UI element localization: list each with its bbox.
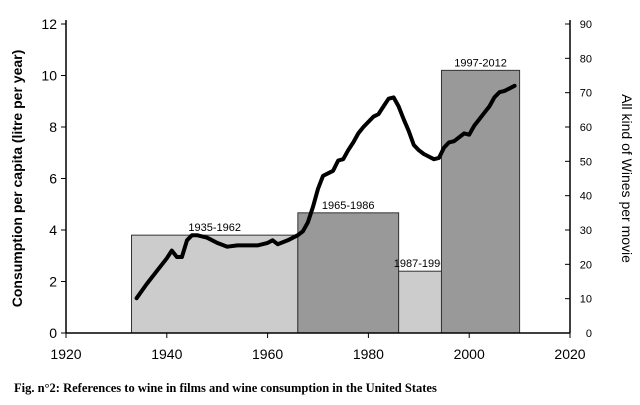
right-tick-label: 40	[580, 191, 592, 203]
bar-label-4: 1997-2012	[454, 57, 507, 69]
right-tick-label: 70	[580, 88, 592, 100]
x-tick-label: 1940	[151, 346, 182, 362]
bar-4	[440, 69, 521, 334]
x-tick-label: 1960	[252, 346, 283, 362]
right-tick-label: 0	[586, 328, 592, 340]
left-tick-label: 2	[49, 274, 57, 290]
right-tick-label: 90	[580, 19, 592, 31]
left-tick-label: 0	[49, 325, 57, 341]
left-tick-label: 10	[41, 68, 57, 84]
bar-1	[131, 234, 299, 334]
left-tick-label: 8	[49, 119, 57, 135]
left-axis-title: Consumption per capita (litre per year)	[9, 50, 25, 308]
bar-2	[297, 212, 400, 334]
x-tick-label: 2020	[554, 346, 585, 362]
left-tick-label: 12	[41, 16, 57, 32]
right-tick-label: 10	[580, 294, 592, 306]
right-tick-label: 50	[580, 156, 592, 168]
bar-label-3: 1987-1996	[394, 258, 447, 270]
left-tick-label: 4	[49, 222, 57, 238]
right-tick-label: 20	[580, 259, 592, 271]
right-tick-label: 30	[580, 225, 592, 237]
figure-caption: Fig. n°2: References to wine in films an…	[14, 381, 437, 395]
left-tick-label: 6	[49, 171, 57, 187]
consumption-line	[134, 83, 517, 301]
bar-label-2: 1965-1986	[322, 200, 375, 212]
right-axis-title: All kind of Wines per movie	[619, 94, 635, 263]
bar-3	[398, 270, 442, 334]
right-tick-label: 60	[580, 122, 592, 134]
x-tick-label: 2000	[454, 346, 485, 362]
x-tick-label: 1980	[353, 346, 384, 362]
bar-label-1: 1935-1962	[188, 222, 241, 234]
right-tick-label: 80	[580, 53, 592, 65]
x-tick-label: 1920	[50, 346, 81, 362]
